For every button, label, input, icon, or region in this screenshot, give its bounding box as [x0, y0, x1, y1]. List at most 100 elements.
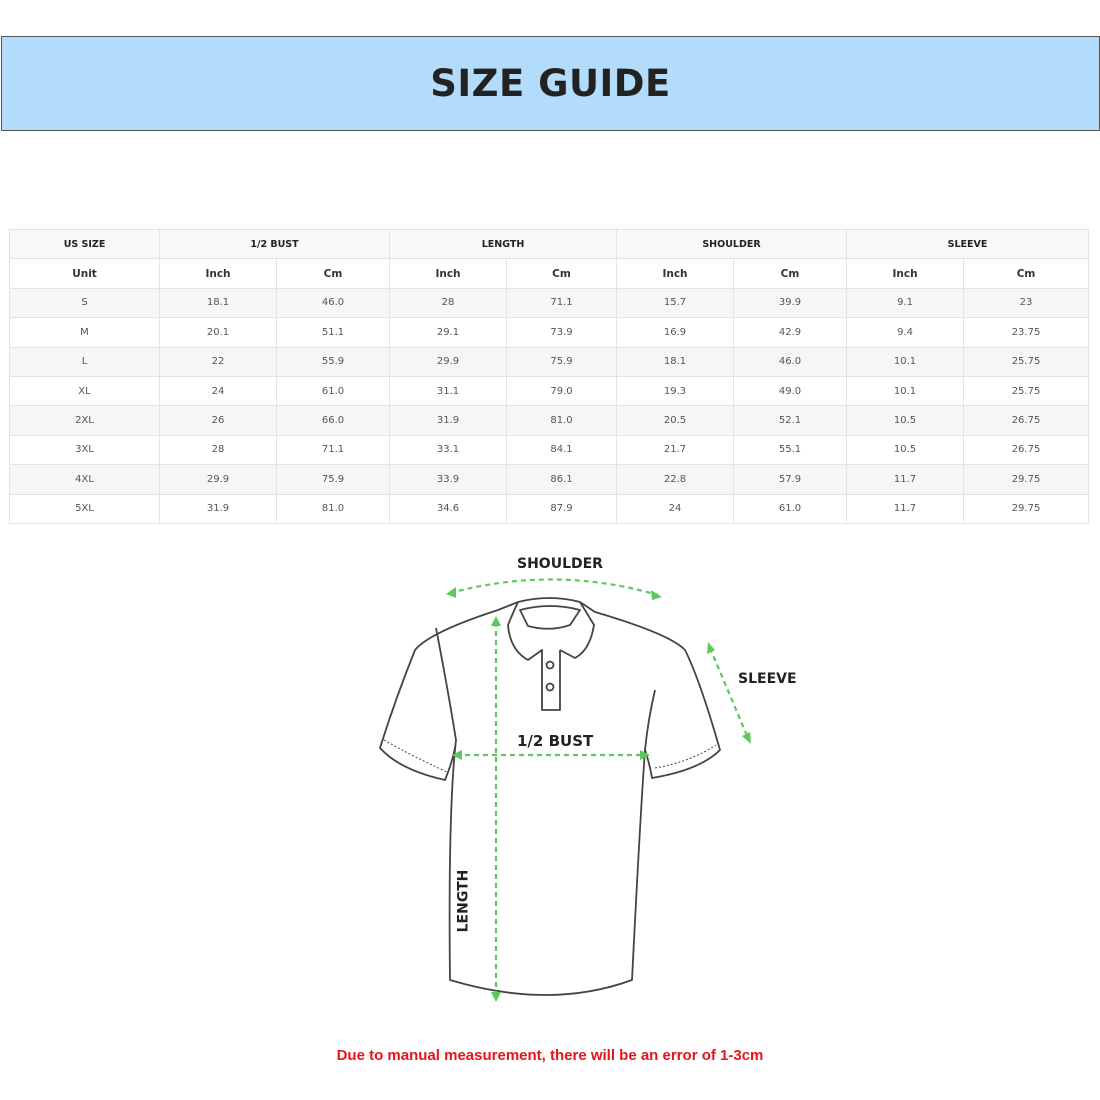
table-row: L 22 55.9 29.9 75.9 18.1 46.0 10.1 25.75: [9, 346, 1090, 377]
measurement-cell: 31.9: [389, 405, 507, 436]
collar: [507, 597, 595, 661]
sleeve-arrow: [708, 647, 750, 739]
measurement-cell: 11.7: [846, 464, 965, 495]
measurement-cell: 29.9: [159, 464, 277, 495]
measurement-cell: 34.6: [389, 493, 507, 524]
size-cell: 5XL: [9, 493, 160, 524]
measurement-cell: 46.0: [276, 287, 390, 319]
measurement-cell: 24: [616, 493, 734, 524]
measurement-cell: 20.5: [616, 405, 734, 436]
measurement-cell: 20.1: [159, 317, 277, 348]
measurement-note: Due to manual measurement, there will be…: [336, 1047, 764, 1064]
measurement-cell: 55.9: [276, 346, 390, 377]
measurement-cell: 29.1: [389, 317, 507, 348]
measurement-cell: 75.9: [276, 464, 390, 495]
measurement-cell: 23: [963, 287, 1090, 319]
size-table: US SIZE 1/2 BUST LENGTH SHOULDER SLEEVE …: [9, 228, 1090, 524]
measurement-cell: 28: [389, 287, 507, 319]
shirt-diagram: SHOULDER SLEEVE 1/2 BUST LENGTH: [370, 550, 810, 1010]
measurement-cell: 10.5: [846, 405, 965, 436]
measurement-cell: 87.9: [506, 493, 617, 524]
measurement-cell: 33.9: [389, 464, 507, 495]
measurement-cell: 23.75: [963, 317, 1090, 348]
table-row: 5XL 31.9 81.0 34.6 87.9 24 61.0 11.7 29.75: [9, 493, 1090, 524]
measurement-cell: 46.0: [732, 346, 848, 377]
measurement-cell: 51.1: [276, 317, 390, 348]
page-title: SIZE GUIDE: [430, 62, 671, 105]
measurement-cell: 22.8: [616, 464, 734, 495]
measurement-cell: 16.9: [616, 317, 734, 348]
size-cell: L: [9, 346, 160, 377]
header-bust: 1/2 BUST: [159, 228, 390, 260]
unit-header-cell: Inch: [389, 258, 507, 289]
table-row: S 18.1 46.0 28 71.1 15.7 39.9 9.1 23: [9, 287, 1090, 319]
size-cell: 3XL: [9, 434, 160, 466]
measurement-cell: 11.7: [846, 493, 965, 524]
measurement-cell: 61.0: [732, 493, 848, 524]
measurement-cell: 28: [159, 434, 277, 466]
title-banner: SIZE GUIDE: [1, 36, 1100, 131]
table-row: XL 24 61.0 31.1 79.0 19.3 49.0 10.1 25.75: [9, 375, 1090, 407]
measurement-cell: 75.9: [506, 346, 617, 377]
measurement-cell: 71.1: [506, 287, 617, 319]
measurement-cell: 73.9: [506, 317, 617, 348]
measurement-cell: 24: [159, 375, 277, 407]
measurement-cell: 42.9: [732, 317, 848, 348]
shirt-body-outline: [379, 601, 721, 996]
measurement-cell: 71.1: [276, 434, 390, 466]
measurement-cell: 10.1: [846, 375, 965, 407]
polo-shirt-illustration: [379, 578, 751, 1002]
measurement-cell: 39.9: [732, 287, 848, 319]
measurement-cell: 33.1: [389, 434, 507, 466]
measurement-cell: 18.1: [159, 287, 277, 319]
measurement-cell: 19.3: [616, 375, 734, 407]
unit-header-cell: Cm: [963, 258, 1090, 289]
measurement-cell: 52.1: [732, 405, 848, 436]
unit-header-cell: Unit: [9, 258, 160, 289]
measurement-cell: 57.9: [732, 464, 848, 495]
measurement-cell: 25.75: [963, 346, 1090, 377]
header-shoulder: SHOULDER: [615, 228, 848, 260]
unit-header-row: Unit Inch Cm Inch Cm Inch Cm Inch Cm: [9, 258, 1090, 289]
sleeve-label: SLEEVE: [738, 671, 797, 687]
measurement-cell: 86.1: [506, 464, 617, 495]
measurement-cell: 66.0: [276, 405, 390, 436]
unit-header-cell: Inch: [616, 258, 734, 289]
unit-header-cell: Cm: [732, 258, 848, 289]
shoulder-arrow: [449, 578, 659, 597]
unit-header-cell: Cm: [276, 258, 390, 289]
measurement-cell: 10.5: [846, 434, 965, 466]
measurement-cell: 26.75: [963, 434, 1090, 466]
button: [545, 660, 555, 670]
measurement-cell: 84.1: [506, 434, 617, 466]
measurement-cell: 26: [159, 405, 277, 436]
header-sleeve: SLEEVE: [846, 228, 1090, 260]
length-label: LENGTH: [455, 869, 472, 933]
measurement-cell: 31.9: [159, 493, 277, 524]
header-length: LENGTH: [389, 228, 617, 260]
unit-header-cell: Inch: [159, 258, 277, 289]
button: [545, 682, 555, 692]
measurement-cell: 9.1: [846, 287, 965, 319]
measurement-cell: 55.1: [732, 434, 848, 466]
measurement-cell: 9.4: [846, 317, 965, 348]
measurement-cell: 15.7: [616, 287, 734, 319]
size-cell: 4XL: [9, 464, 160, 495]
measurement-cell: 26.75: [963, 405, 1090, 436]
table-row: 4XL 29.9 75.9 33.9 86.1 22.8 57.9 11.7 29.75: [9, 464, 1090, 495]
measurement-cell: 29.75: [963, 464, 1090, 495]
size-cell: M: [9, 317, 160, 348]
measurement-cell: 31.1: [389, 375, 507, 407]
table-row: 2XL 26 66.0 31.9 81.0 20.5 52.1 10.5 26.75: [9, 405, 1090, 436]
measurement-cell: 22: [159, 346, 277, 377]
measurement-cell: 81.0: [276, 493, 390, 524]
measurement-cell: 29.9: [389, 346, 507, 377]
measurement-cell: 10.1: [846, 346, 965, 377]
placket: [541, 650, 561, 711]
unit-header-cell: Cm: [506, 258, 617, 289]
measurement-cell: 81.0: [506, 405, 617, 436]
table-row: 3XL 28 71.1 33.1 84.1 21.7 55.1 10.5 26.75: [9, 434, 1090, 466]
measurement-cell: 21.7: [616, 434, 734, 466]
measurement-cell: 61.0: [276, 375, 390, 407]
measurement-cell: 49.0: [732, 375, 848, 407]
